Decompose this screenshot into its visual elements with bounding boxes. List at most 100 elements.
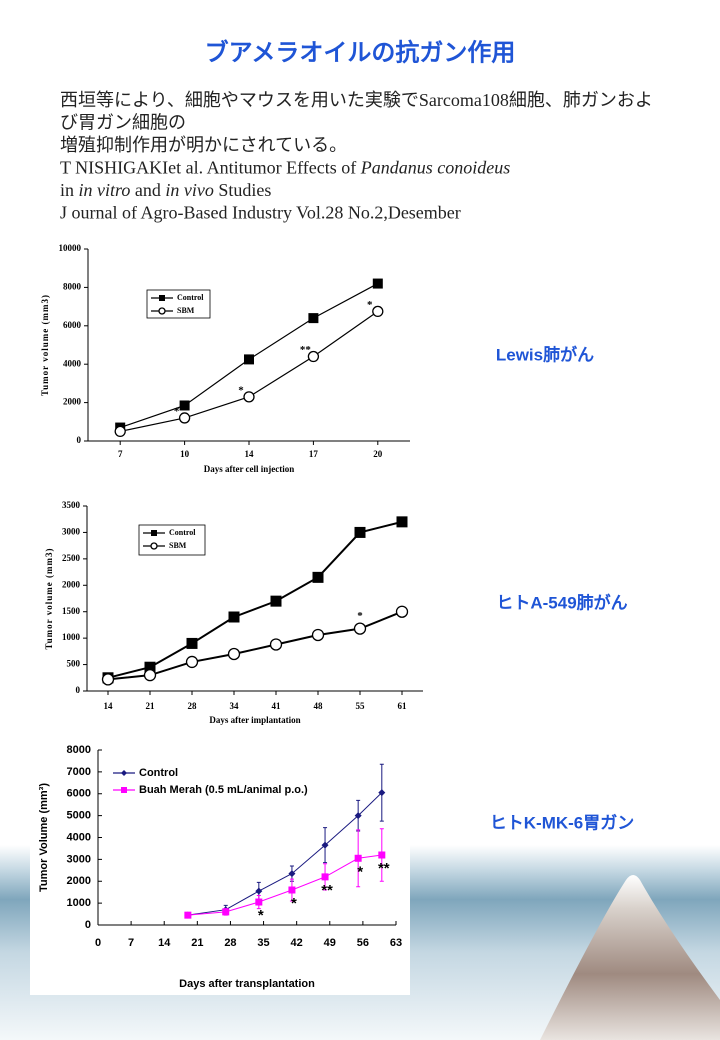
y-tick-label: 2000 xyxy=(62,579,81,589)
legend-label: Control xyxy=(139,767,178,779)
y-tick-label: 3000 xyxy=(62,526,81,536)
point-label: * xyxy=(357,863,363,880)
y-tick-label: 10000 xyxy=(59,243,82,253)
legend-label: Buah Merah (0.5 mL/animal p.o.) xyxy=(139,784,308,796)
text-segment: 西垣等により、細胞やマウスを用いた実験でSarcoma108細胞、肺ガンおよ xyxy=(60,90,653,110)
y-tick-label: 2000 xyxy=(63,397,82,407)
x-tick-label: 14 xyxy=(104,701,114,711)
marker xyxy=(307,350,320,363)
text-segment: び胃ガン細胞の xyxy=(60,113,186,133)
marker xyxy=(178,412,191,424)
text-line: 増殖抑制作用が明かにされている。 xyxy=(60,134,347,155)
caption: Lewis肺がん xyxy=(496,344,594,364)
marker xyxy=(244,354,254,365)
x-tick-label: 28 xyxy=(188,701,198,711)
x-tick-label: 63 xyxy=(390,937,402,949)
y-tick-label: 6000 xyxy=(67,788,91,800)
marker xyxy=(184,911,192,919)
marker xyxy=(151,530,157,536)
text-segment: in vitro xyxy=(79,180,131,200)
y-tick-label: 7000 xyxy=(67,766,91,778)
marker xyxy=(227,647,241,661)
text-segment: in xyxy=(60,180,79,200)
y-axis-title: Tumor volume (mm3) xyxy=(44,548,54,650)
text-segment: Pandanus conoideus xyxy=(360,158,510,178)
point-label: * xyxy=(174,405,180,417)
point-label: * xyxy=(238,384,244,396)
text-segment: J ournal of Agro-Based Industry Vol.28 N… xyxy=(60,203,461,223)
x-tick-label: 49 xyxy=(324,937,336,949)
marker xyxy=(114,425,126,438)
x-tick-label: 10 xyxy=(180,449,190,459)
text-block: 西垣等により、細胞やマウスを用いた実験でSarcoma108細胞、肺ガンおよび胃… xyxy=(60,90,653,223)
marker xyxy=(101,673,115,686)
y-tick-label: 500 xyxy=(67,659,81,669)
chart: 0 2000 4000 6000 8000 10000 7 10 14 17 20 Days afte… xyxy=(40,243,410,474)
x-tick-label: 48 xyxy=(314,701,324,711)
y-tick-label: 8000 xyxy=(67,744,91,756)
x-tick-label: 55 xyxy=(356,701,366,711)
chart: 0 1000 2000 3000 4000 5000 6000 7000 8000 0 7 14 21 2… xyxy=(38,744,402,990)
legend-label: SBM xyxy=(169,541,187,550)
y-axis-title: Tumor volume (mm3) xyxy=(40,294,50,396)
marker xyxy=(372,278,383,289)
marker xyxy=(311,628,325,642)
x-tick-label: 17 xyxy=(309,449,319,459)
marker xyxy=(378,789,386,797)
marker xyxy=(159,295,165,301)
marker xyxy=(288,886,296,894)
text-segment: in vivo xyxy=(165,180,213,200)
x-tick-label: 42 xyxy=(291,937,303,949)
caption: ヒトA-549肺がん xyxy=(496,592,627,612)
marker xyxy=(288,870,296,878)
marker xyxy=(312,571,324,583)
mountain xyxy=(540,875,720,1040)
y-axis-title: Tumor Volume (mm³) xyxy=(38,783,50,892)
point-label: ** xyxy=(300,344,312,356)
marker xyxy=(354,854,362,862)
text-segment: T NISHIGAKIet al. Antitumor Effects of xyxy=(60,158,361,178)
x-tick-label: 41 xyxy=(272,701,282,711)
x-tick-label: 14 xyxy=(158,937,171,949)
marker xyxy=(228,611,240,623)
point-label: * xyxy=(258,907,264,924)
marker xyxy=(150,542,158,550)
marker xyxy=(308,313,319,324)
y-tick-label: 8000 xyxy=(63,281,82,291)
y-tick-label: 1000 xyxy=(62,632,81,642)
y-tick-label: 0 xyxy=(77,435,82,445)
marker xyxy=(144,661,156,673)
marker xyxy=(321,841,329,849)
series-line xyxy=(120,310,379,432)
legend-box xyxy=(138,524,206,556)
x-tick-label: 61 xyxy=(398,701,408,711)
marker xyxy=(179,400,190,411)
marker xyxy=(158,307,166,315)
marker xyxy=(186,637,198,649)
series-line xyxy=(107,610,403,681)
text-line: in in vitro and in vivo Studies xyxy=(60,180,271,200)
marker xyxy=(269,638,283,651)
legend-label: SBM xyxy=(177,306,195,315)
y-tick-label: 1000 xyxy=(67,897,91,909)
y-tick-label: 4000 xyxy=(67,831,91,843)
marker xyxy=(396,516,408,528)
marker xyxy=(255,887,263,895)
legend-label: Control xyxy=(169,528,196,537)
y-tick-label: 1500 xyxy=(62,606,81,616)
marker xyxy=(121,770,127,776)
y-tick-label: 4000 xyxy=(63,358,82,368)
chart: 0 500 1000 1500 2000 2500 3000 3500 14 21 28 34 41 48… xyxy=(44,500,423,725)
x-tick-label: 0 xyxy=(95,937,101,949)
text-segment: and xyxy=(130,180,165,200)
y-tick-label: 2500 xyxy=(62,553,81,563)
x-tick-label: 56 xyxy=(357,937,369,949)
x-tick-label: 35 xyxy=(257,937,269,949)
y-tick-label: 5000 xyxy=(67,810,91,822)
caption: ヒトK-MK-6胃ガン xyxy=(490,813,635,832)
x-tick-label: 21 xyxy=(146,701,156,711)
series-line xyxy=(107,520,403,679)
text-segment: 増殖抑制作用が明かにされている。 xyxy=(60,134,347,155)
